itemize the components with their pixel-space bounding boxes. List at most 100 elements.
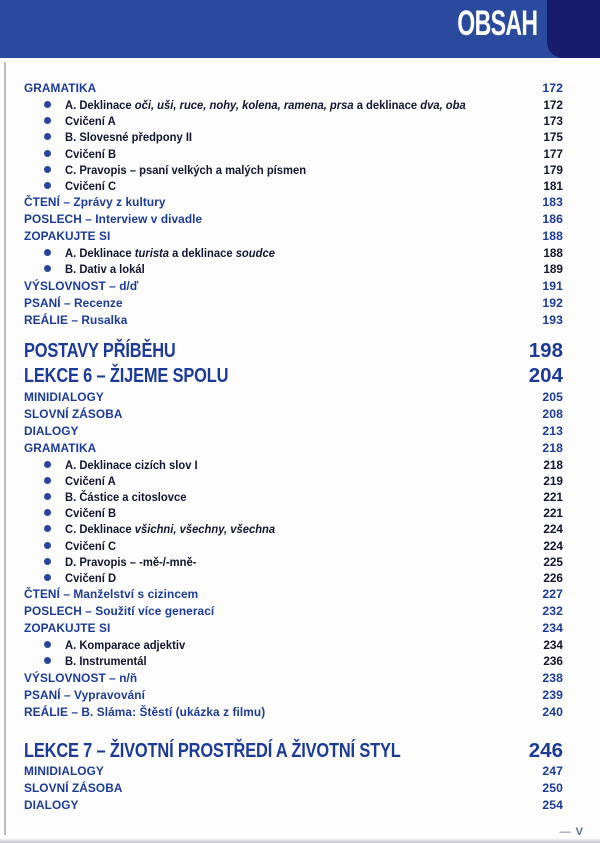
- toc-entry-title: GRAMATIKA: [24, 440, 97, 455]
- toc-entry-title: C. Pravopis – psaní velkých a malých pís…: [24, 162, 535, 178]
- toc-row: Cvičení A 173: [24, 113, 563, 129]
- toc-entry-title: PSANÍ – Recenze: [24, 295, 123, 310]
- toc-entry-title: ČTENÍ – Manželství s cizincem: [24, 587, 199, 602]
- toc-page-number: 232: [542, 604, 563, 619]
- page-title: OBSAH: [456, 4, 538, 43]
- toc-row: Cvičení C 181: [24, 178, 563, 194]
- toc-entry-title: REÁLIE – Rusalka: [24, 312, 128, 327]
- toc-row: Cvičení B 221: [24, 505, 563, 521]
- toc-row: POSLECH – Soužití více generací 232: [24, 603, 563, 620]
- toc-row: Cvičení B 177: [24, 146, 563, 162]
- toc-page-number: 226: [543, 571, 563, 586]
- toc-row: C. Deklinace všichni, všechny, všechna 22…: [24, 521, 563, 537]
- toc-entry-title: B. Částice a citoslovce: [24, 489, 535, 505]
- toc-entry-title: LEKCE 6 – ŽIJEME SPOLU: [24, 364, 229, 388]
- toc-entry-title: VÝSLOVNOST – n/ň: [24, 670, 138, 685]
- toc-row: PSANÍ – Vypravování 239: [24, 687, 563, 704]
- toc-page-number: 198: [528, 338, 563, 362]
- bullet-icon: [44, 493, 51, 501]
- header-corner-tab: [547, 0, 600, 58]
- toc-row: MINIDIALOGY 247: [24, 763, 563, 780]
- toc-page-number: 189: [543, 262, 563, 277]
- page-edge-bottom: [0, 838, 600, 843]
- toc-page-number: 224: [543, 538, 563, 553]
- toc-row: LEKCE 6 – ŽIJEME SPOLU 204: [24, 363, 563, 389]
- toc-row: ZOPAKUJTE SI 234: [24, 620, 563, 637]
- toc-page-number: 224: [543, 522, 563, 537]
- folio: — V: [560, 826, 583, 838]
- toc-row: B. Částice a citoslovce 221: [24, 489, 563, 505]
- toc-row: LEKCE 7 – ŽIVOTNÍ PROSTŘEDÍ A ŽIVOTNÍ ST…: [24, 738, 563, 764]
- toc-page-number: 239: [542, 687, 563, 702]
- toc-page-number: 218: [542, 440, 563, 455]
- toc-page-number: 208: [542, 406, 563, 421]
- toc-row: DIALOGY 254: [24, 797, 563, 814]
- bullet-icon: [44, 557, 51, 565]
- toc-page-number: 218: [543, 457, 563, 472]
- toc-row: A. Komparace adjektiv 234: [24, 637, 563, 653]
- toc-page-number: 172: [542, 81, 563, 95]
- folio-page-number: V: [575, 826, 583, 838]
- toc-page-number: 183: [542, 195, 563, 210]
- toc-row: Cvičení D 226: [24, 570, 563, 586]
- toc-row: Cvičení A 219: [24, 473, 563, 489]
- toc-row: A. Deklinace oči, uši, ruce, nohy, kolen…: [24, 97, 563, 113]
- toc-entry-title: ČTENÍ – Zprávy z kultury: [24, 195, 166, 210]
- toc-page-number: 238: [542, 670, 563, 685]
- toc-page-number: 221: [543, 490, 563, 505]
- toc-entry-title: A. Deklinace cizích slov I: [24, 457, 535, 473]
- toc-row: A. Deklinace cizích slov I 218: [24, 457, 563, 473]
- toc-row: C. Pravopis – psaní velkých a malých pís…: [24, 162, 563, 178]
- toc-entry-title: D. Pravopis – -mě-/-mně-: [24, 554, 535, 570]
- page-edge-left: [4, 62, 6, 835]
- toc-page-number: 234: [542, 621, 563, 636]
- bullet-icon: [44, 133, 51, 141]
- toc-page-number: 188: [542, 229, 563, 244]
- toc-page-number: 191: [542, 278, 563, 293]
- bullet-icon: [44, 641, 51, 649]
- toc-entry-title: POSLECH – Interview v divadle: [24, 212, 203, 227]
- toc-entry-title: REÁLIE – B. Sláma: Štěstí (ukázka z film…: [24, 704, 266, 719]
- toc-page-number: 219: [543, 473, 563, 488]
- toc-page-number: 204: [528, 364, 563, 388]
- toc-row: B. Instrumentál 236: [24, 653, 563, 669]
- toc-row: ČTENÍ – Manželství s cizincem 227: [24, 586, 563, 603]
- bullet-icon: [44, 476, 51, 484]
- toc-entry-title: A. Komparace adjektiv: [24, 637, 535, 653]
- toc-entry-title: Cvičení C: [24, 538, 535, 554]
- toc-row: POSTAVY PŘÍBĚHU 198: [24, 338, 563, 364]
- toc-entry-title: A. Deklinace turista a deklinace soudce: [24, 245, 535, 261]
- toc-page-number: 246: [528, 738, 563, 762]
- toc-row: PSANÍ – Recenze 192: [24, 295, 563, 312]
- bullet-icon: [44, 509, 51, 517]
- toc-row: MINIDIALOGY 205: [24, 389, 563, 406]
- toc-page-number: 225: [543, 554, 563, 569]
- toc-entry-title: MINIDIALOGY: [24, 764, 104, 779]
- toc-entry-title: Cvičení C: [24, 178, 535, 194]
- folio-dash: —: [559, 826, 571, 838]
- toc-rows: GRAMATIKA 172 A. Deklinace oči, uši, ruce,…: [24, 80, 563, 814]
- toc-row: GRAMATIKA 172: [24, 80, 563, 97]
- toc-row: REÁLIE – Rusalka 193: [24, 312, 563, 329]
- toc-entry-title: Cvičení A: [24, 113, 535, 129]
- toc-entry-title: B. Dativ a lokál: [24, 261, 535, 277]
- toc-page-number: 179: [543, 162, 563, 177]
- toc-row: POSLECH – Interview v divadle 186: [24, 211, 563, 228]
- toc-page-number: 172: [543, 98, 563, 112]
- toc-entry-title: Cvičení B: [24, 146, 535, 162]
- toc-page-number: 234: [543, 638, 563, 653]
- toc-entry-title: Cvičení D: [24, 570, 535, 586]
- toc-page-number: 205: [542, 389, 563, 404]
- toc-entry-title: POSLECH – Soužití více generací: [24, 604, 215, 619]
- bullet-icon: [44, 182, 51, 190]
- toc-entry-title: PSANÍ – Vypravování: [24, 687, 145, 702]
- toc-row: D. Pravopis – -mě-/-mně- 225: [24, 554, 563, 570]
- bullet-icon: [44, 117, 51, 125]
- toc-entry-title: DIALOGY: [24, 423, 79, 438]
- toc-page-number: 192: [542, 295, 563, 310]
- bullet-icon: [44, 265, 51, 273]
- toc-row: VÝSLOVNOST – d/ď 191: [24, 278, 563, 295]
- bullet-icon: [44, 249, 51, 257]
- toc-entry-title: DIALOGY: [24, 798, 79, 813]
- toc-row: ČTENÍ – Zprávy z kultury 183: [24, 194, 563, 211]
